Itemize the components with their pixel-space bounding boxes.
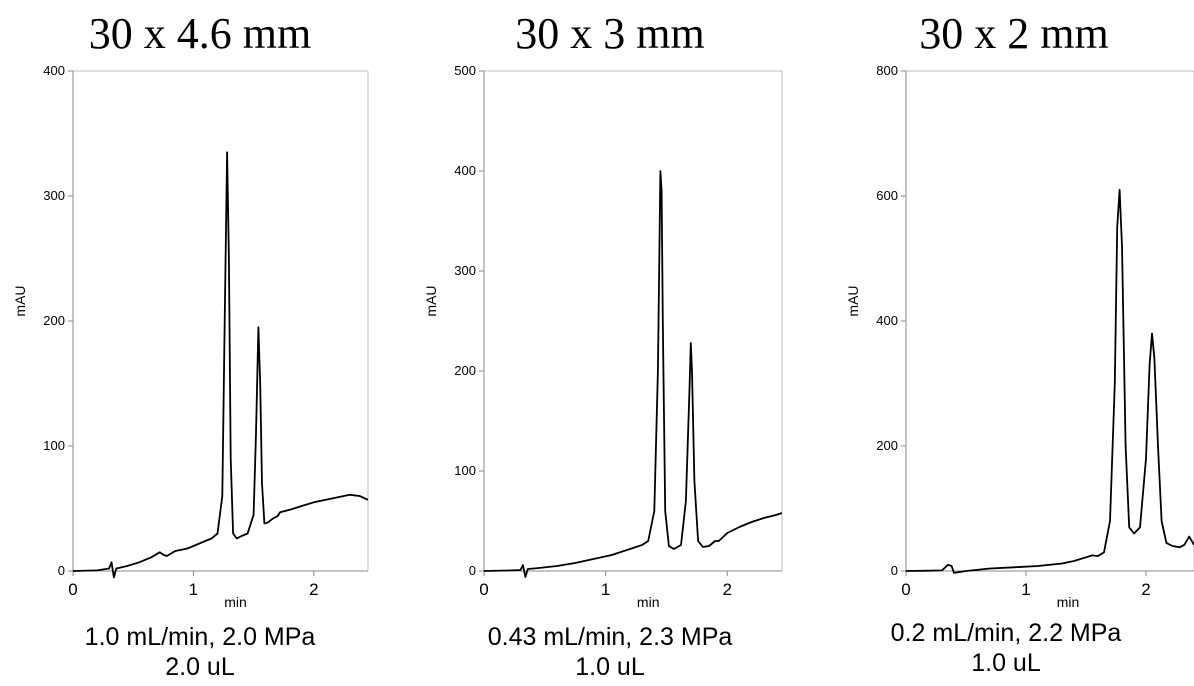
x-axis-label: min: [224, 594, 247, 610]
y-tick-label: 0: [469, 563, 476, 578]
series-line: [72, 151, 369, 579]
y-axis-label: mAU: [423, 285, 439, 316]
x-tick-label: 1: [601, 580, 610, 599]
x-tick-label: 0: [68, 580, 77, 599]
x-tick-label: 0: [479, 580, 488, 599]
chart-title: 30 x 2 mm: [919, 9, 1109, 58]
y-tick-label: 300: [43, 188, 65, 203]
x-axis-label: min: [1057, 594, 1080, 610]
chromatogram-1: 0 100 200 300 400 0 1 2 min mAU: [12, 63, 369, 610]
caption-conditions: 0.43 mL/min, 2.3 MPa: [487, 623, 733, 651]
caption-injection-volume: 1.0 uL: [971, 649, 1041, 677]
x-tick-label: 1: [1021, 580, 1030, 599]
y-tick-label: 200: [876, 438, 898, 453]
chromatogram-panel-3: 30 x 2 mm 0 200 400 600 800 0 1 2 min mAU 0.2 mL/…: [818, 0, 1194, 686]
y-tick-label: 400: [876, 313, 898, 328]
chart-title: 30 x 4.6 mm: [88, 9, 312, 58]
caption-injection-volume: 1.0 uL: [575, 653, 645, 681]
y-tick-label: 800: [876, 63, 898, 78]
caption-conditions: 0.2 mL/min, 2.2 MPa: [890, 619, 1122, 647]
y-tick-label: 100: [43, 438, 65, 453]
y-tick-label: 600: [876, 188, 898, 203]
chromatogram-2: 0 100 200 300 400 500 0 1 2 min mAU: [423, 63, 783, 610]
y-tick-label: 200: [454, 363, 476, 378]
chromatogram-3: 0 200 400 600 800 0 1 2 min mAU: [845, 63, 1194, 610]
series-line: [905, 188, 1194, 574]
x-axis-label: min: [637, 594, 660, 610]
chromatogram-panel-2: 30 x 3 mm 0 100 200 300 400 500 0 1 2 min mAU 0.43…: [410, 0, 810, 686]
y-tick-label: 200: [43, 313, 65, 328]
y-axis-label: mAU: [845, 285, 861, 316]
x-tick-label: 2: [1141, 580, 1150, 599]
chromatogram-panel-1: 30 x 4.6 mm 0 100 200 300 400 0 1 2 min mAU 1.0 m…: [0, 0, 400, 686]
y-tick-label: 400: [43, 63, 65, 78]
y-tick-label: 500: [454, 63, 476, 78]
x-tick-label: 0: [901, 580, 910, 599]
y-tick-label: 400: [454, 163, 476, 178]
caption-injection-volume: 2.0 uL: [165, 653, 235, 681]
y-axis-label: mAU: [12, 285, 28, 316]
y-tick-label: 300: [454, 263, 476, 278]
y-tick-label: 0: [891, 563, 898, 578]
chart-title: 30 x 3 mm: [515, 9, 705, 58]
series-line: [483, 170, 783, 578]
x-tick-label: 1: [189, 580, 198, 599]
x-tick-label: 2: [723, 580, 732, 599]
x-tick-label: 2: [309, 580, 318, 599]
caption-conditions: 1.0 mL/min, 2.0 MPa: [84, 623, 316, 651]
y-tick-label: 0: [58, 563, 65, 578]
y-tick-label: 100: [454, 463, 476, 478]
